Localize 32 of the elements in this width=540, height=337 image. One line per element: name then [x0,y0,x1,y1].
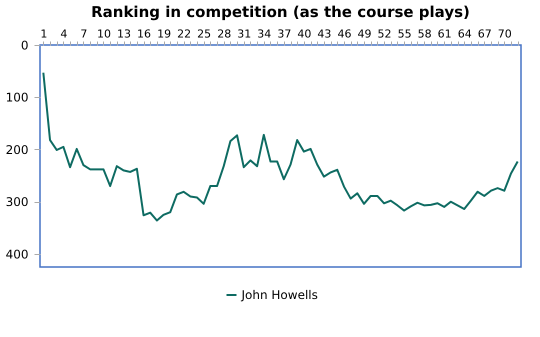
x-tick-label: 7 [80,28,88,40]
y-tick-label: 400 [6,247,28,262]
x-tick-label: 4 [60,28,68,40]
legend-label: John Howells [240,288,318,302]
x-tick-label: 40 [297,28,312,40]
x-tick-label: 67 [478,28,492,40]
x-tick-label: 10 [96,28,111,40]
x-tick-label: 61 [438,28,452,40]
x-tick-label: 49 [358,28,372,40]
line-series [42,72,519,222]
x-tick-label: 64 [458,28,472,40]
x-tick-label: 16 [137,28,152,40]
x-tick-label: 28 [217,28,232,40]
x-tick-label: 22 [177,28,192,40]
x-tick-label: 70 [498,28,512,40]
x-tick-label: 58 [418,28,432,40]
y-tick-label: 100 [6,90,28,105]
y-tick-label: 0 [20,38,28,52]
x-tick-label: 1 [40,28,48,40]
x-tick-label: 25 [197,28,212,40]
x-tick-label: 34 [257,28,272,40]
x-tick-label: 37 [277,28,292,40]
x-tick-label: 52 [378,28,392,40]
x-tick-label: 19 [157,28,172,40]
y-tick-label: 300 [6,195,28,210]
x-tick-label: 31 [237,28,252,40]
x-tick-label: 55 [398,28,412,40]
x-tick-label: 13 [117,28,132,40]
x-tick-label: 43 [317,28,332,40]
chart-title: Ranking in competition (as the course plays) [91,3,470,21]
y-tick-label: 200 [6,142,28,157]
x-tick-label: 46 [337,28,352,40]
